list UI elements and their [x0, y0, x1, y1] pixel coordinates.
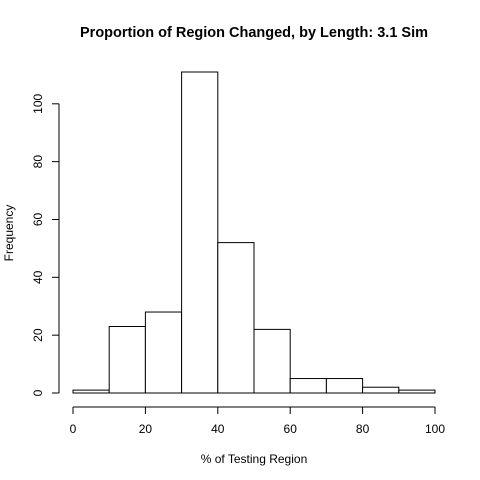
- histogram-bar: [325, 378, 364, 394]
- histogram-bars: [72, 71, 436, 394]
- x-tick-label: 40: [211, 422, 225, 436]
- x-tick-label: 0: [70, 422, 77, 436]
- y-tick-label: 80: [31, 155, 45, 169]
- y-tick-label: 0: [31, 389, 45, 396]
- histogram-bar: [181, 71, 219, 394]
- chart-title: Proportion of Region Changed, by Length:…: [80, 25, 428, 41]
- histogram-bar: [362, 386, 400, 394]
- x-tick-label: 60: [284, 422, 298, 436]
- y-axis-label: Frequency: [2, 205, 16, 262]
- histogram-bar: [217, 242, 255, 394]
- y-tick-label: 60: [31, 212, 45, 226]
- histogram-bar: [398, 389, 436, 394]
- y-tick-label: 100: [31, 93, 45, 113]
- x-axis-label: % of Testing Region: [201, 452, 308, 466]
- x-tick-label: 80: [356, 422, 370, 436]
- histogram-bar: [289, 378, 327, 394]
- y-axis: 0 20 40 60 80 100: [31, 93, 60, 396]
- x-tick-label: 20: [139, 422, 153, 436]
- x-tick-label: 100: [425, 422, 445, 436]
- y-tick-label: 40: [31, 270, 45, 284]
- histogram-bar: [108, 325, 146, 394]
- histogram-bar: [72, 389, 110, 394]
- histogram-bar: [253, 328, 291, 394]
- x-axis: 0 20 40 60 80 100: [70, 406, 445, 436]
- y-tick-label: 20: [31, 328, 45, 342]
- histogram-bar: [144, 311, 183, 394]
